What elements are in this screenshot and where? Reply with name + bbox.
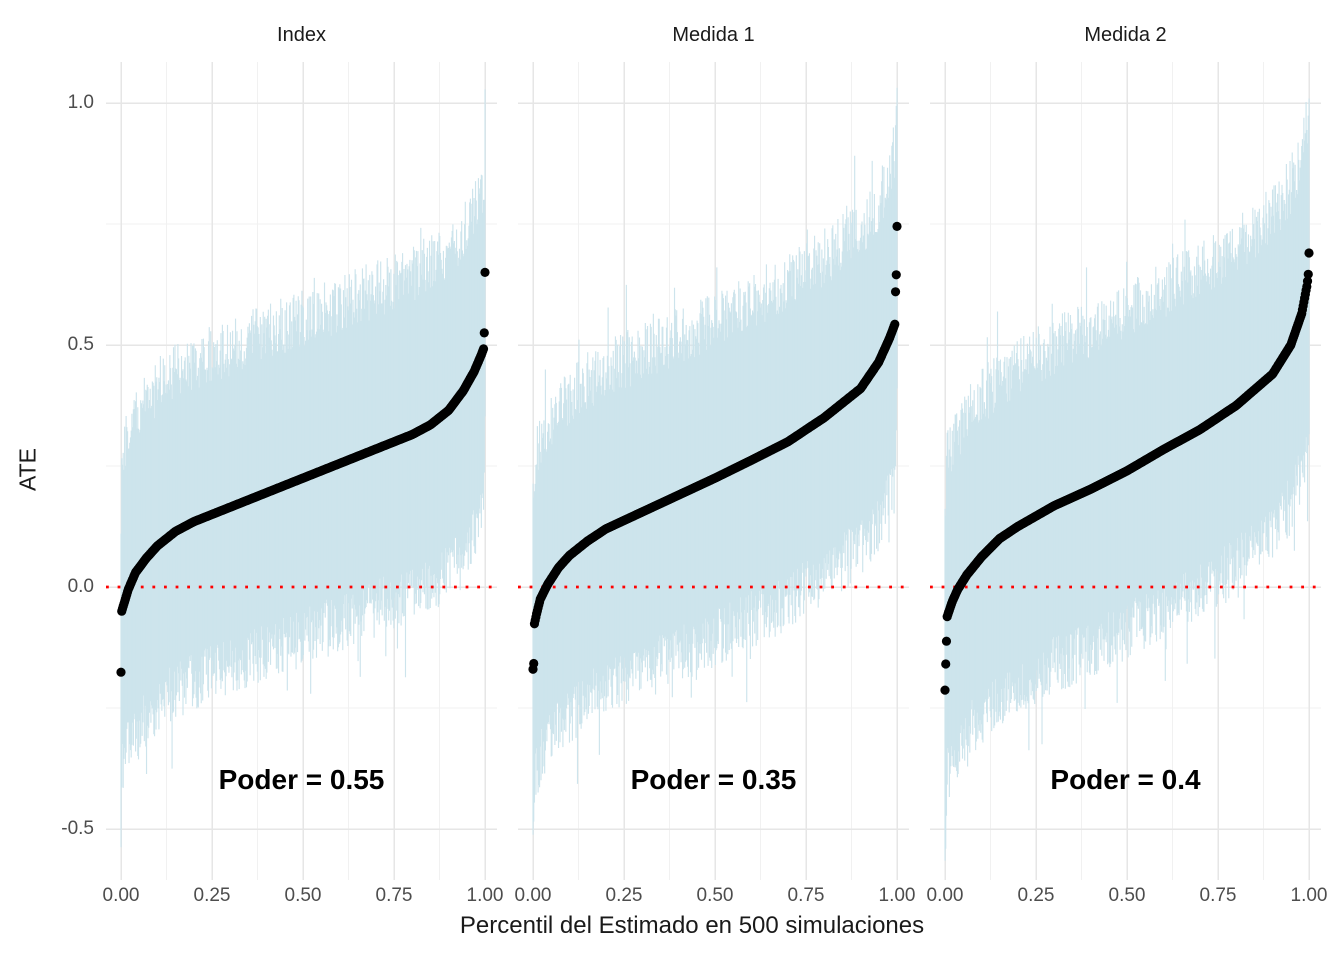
panel-plot-index bbox=[106, 62, 497, 880]
power-annotation-index: Poder = 0.55 bbox=[218, 764, 385, 795]
x-tick-label: 0.75 bbox=[375, 885, 413, 906]
x-tick-label: 1.00 bbox=[878, 885, 916, 906]
y-tick-label: -0.5 bbox=[61, 818, 94, 839]
y-axis-title: ATE bbox=[14, 447, 41, 491]
x-tick-label: 0.25 bbox=[1017, 885, 1055, 906]
x-tick-label: 1.00 bbox=[1290, 885, 1328, 906]
x-tick-label: 0.75 bbox=[1199, 885, 1237, 906]
estimate-dots-layer bbox=[940, 248, 1314, 695]
y-tick-label: 0.5 bbox=[67, 334, 94, 355]
facet-title-medida-2: Medida 2 bbox=[1084, 24, 1167, 46]
facet-title-medida-1: Medida 1 bbox=[672, 24, 755, 46]
power-annotation-medida-2: Poder = 0.4 bbox=[1050, 764, 1201, 795]
power-annotation-medida-1: Poder = 0.35 bbox=[630, 764, 797, 795]
x-axis-title: Percentil del Estimado en 500 simulacion… bbox=[459, 912, 925, 939]
x-tick-label: 0.25 bbox=[605, 885, 643, 906]
x-tick-label: 0.25 bbox=[193, 885, 231, 906]
panel-plot-medida-1 bbox=[518, 62, 909, 880]
facet-title-index: Index bbox=[277, 24, 326, 46]
x-tick-label: 0.00 bbox=[926, 885, 964, 906]
x-tick-label: 0.00 bbox=[514, 885, 552, 906]
y-tick-label: 1.0 bbox=[67, 92, 94, 113]
grid-major bbox=[518, 62, 909, 880]
y-tick-label: 0.0 bbox=[67, 576, 94, 597]
x-tick-label: 0.00 bbox=[102, 885, 140, 906]
x-tick-label: 0.50 bbox=[284, 885, 322, 906]
ci-bars-layer bbox=[532, 87, 898, 835]
x-tick-label: 0.75 bbox=[787, 885, 825, 906]
estimate-dots-layer bbox=[528, 221, 902, 674]
x-tick-label: 1.00 bbox=[466, 885, 504, 906]
x-tick-label: 0.50 bbox=[696, 885, 734, 906]
estimate-dots-layer bbox=[116, 267, 490, 677]
panel-plot-medida-2 bbox=[930, 62, 1321, 880]
x-tick-label: 0.50 bbox=[1108, 885, 1146, 906]
